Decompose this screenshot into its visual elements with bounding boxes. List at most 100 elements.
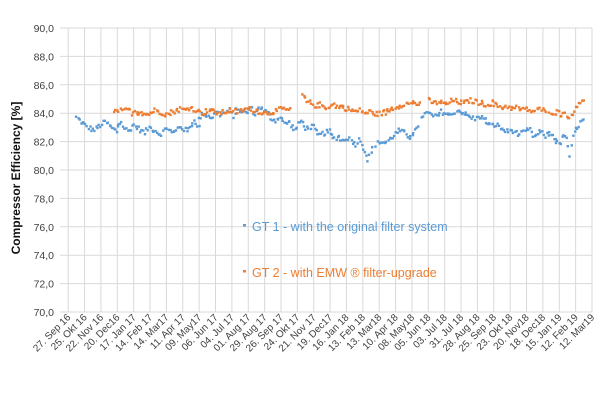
data-point-gt2 (438, 101, 441, 104)
data-point-gt1 (570, 144, 573, 147)
data-point-gt1 (285, 122, 289, 125)
data-point-gt1 (480, 115, 484, 118)
data-point-gt2 (523, 107, 526, 110)
data-point-gt1 (356, 142, 359, 145)
data-point-gt2 (247, 107, 250, 110)
data-point-gt1 (456, 110, 459, 113)
data-point-gt1 (348, 136, 351, 139)
data-point-gt1 (572, 134, 575, 137)
data-point-gt1 (473, 119, 477, 122)
data-point-gt1 (389, 137, 393, 140)
data-point-gt1 (520, 130, 523, 133)
data-point-gt1 (550, 133, 553, 137)
data-point-gt1 (437, 114, 440, 117)
data-point-gt1 (421, 115, 425, 118)
data-point-gt2 (240, 108, 243, 111)
data-point-gt1 (376, 140, 380, 143)
data-point-gt2 (204, 113, 207, 116)
data-point-gt2 (167, 112, 171, 115)
data-point-gt2 (538, 106, 541, 109)
data-point-gt1 (250, 106, 254, 109)
data-point-gt1 (179, 126, 182, 129)
data-point-gt2 (434, 100, 437, 103)
data-point-gt2 (248, 106, 251, 109)
data-point-gt1 (194, 122, 197, 126)
data-point-gt2 (257, 112, 260, 115)
data-point-gt1 (534, 133, 538, 137)
data-point-gt2 (510, 108, 513, 111)
data-point-gt2 (182, 107, 186, 111)
data-point-gt1 (541, 130, 544, 133)
y-tick-label: 82,0 (34, 137, 55, 149)
data-point-gt1 (447, 113, 450, 116)
data-point-gt2 (402, 104, 406, 107)
data-point-gt2 (386, 108, 389, 111)
data-point-gt1 (137, 125, 140, 128)
data-point-gt1 (116, 125, 120, 128)
data-point-gt2 (303, 96, 307, 99)
data-point-gt2 (460, 99, 463, 102)
data-point-gt2 (503, 105, 506, 109)
legend: GT 1 - with the original filter system G… (243, 220, 448, 280)
data-point-gt1 (501, 127, 504, 130)
data-point-gt1 (114, 128, 117, 131)
data-point-gt2 (303, 94, 306, 98)
data-point-gt2 (186, 107, 189, 110)
data-point-gt1 (470, 117, 473, 120)
data-point-gt2 (439, 101, 442, 105)
data-point-gt2 (540, 109, 543, 112)
data-point-gt2 (481, 102, 484, 105)
data-point-gt2 (119, 107, 123, 110)
data-point-gt2 (356, 110, 359, 113)
data-point-gt2 (494, 101, 497, 105)
data-point-gt1 (417, 125, 420, 128)
data-point-gt1 (287, 120, 291, 123)
data-point-gt2 (175, 107, 179, 111)
data-point-gt2 (234, 108, 238, 111)
data-point-gt2 (448, 101, 452, 104)
data-point-gt1 (116, 123, 120, 126)
data-point-gt2 (581, 99, 584, 102)
data-point-gt2 (266, 113, 269, 116)
data-point-gt1 (132, 123, 135, 126)
data-point-gt2 (365, 111, 368, 114)
data-point-gt1 (551, 133, 554, 137)
data-point-gt1 (146, 129, 149, 132)
data-point-gt1 (337, 134, 341, 138)
data-point-gt2 (366, 112, 369, 115)
data-point-gt1 (197, 116, 201, 120)
data-point-gt1 (316, 133, 319, 136)
data-point-gt2 (334, 106, 337, 109)
data-point-gt1 (283, 121, 286, 124)
data-point-gt1 (565, 136, 568, 140)
data-point-gt1 (85, 125, 88, 128)
data-point-gt2 (463, 99, 466, 102)
data-point-gt1 (579, 120, 582, 123)
data-point-gt1 (312, 123, 316, 127)
data-point-gt2 (495, 103, 498, 106)
data-point-gt1 (87, 127, 91, 131)
data-point-gt1 (394, 131, 397, 134)
data-point-gt2 (532, 110, 535, 113)
data-point-gt1 (477, 115, 480, 119)
data-point-gt1 (580, 119, 584, 122)
data-point-gt1 (577, 125, 580, 129)
data-point-gt1 (90, 129, 93, 133)
data-point-gt2 (323, 106, 327, 109)
data-point-gt2 (389, 108, 392, 111)
data-point-gt1 (239, 110, 242, 114)
data-point-gt1 (82, 122, 85, 125)
data-point-gt2 (388, 110, 391, 113)
data-point-gt1 (444, 112, 448, 115)
data-point-gt2 (184, 108, 188, 111)
data-point-gt1 (506, 131, 510, 134)
data-point-gt1 (100, 123, 104, 127)
data-point-gt1 (392, 134, 396, 138)
data-point-gt2 (137, 113, 140, 116)
data-point-gt2 (262, 112, 265, 115)
data-point-gt2 (372, 113, 375, 116)
data-point-gt2 (371, 110, 374, 114)
data-point-gt2 (120, 108, 124, 112)
data-point-gt2 (351, 108, 354, 111)
data-point-gt2 (164, 115, 167, 118)
